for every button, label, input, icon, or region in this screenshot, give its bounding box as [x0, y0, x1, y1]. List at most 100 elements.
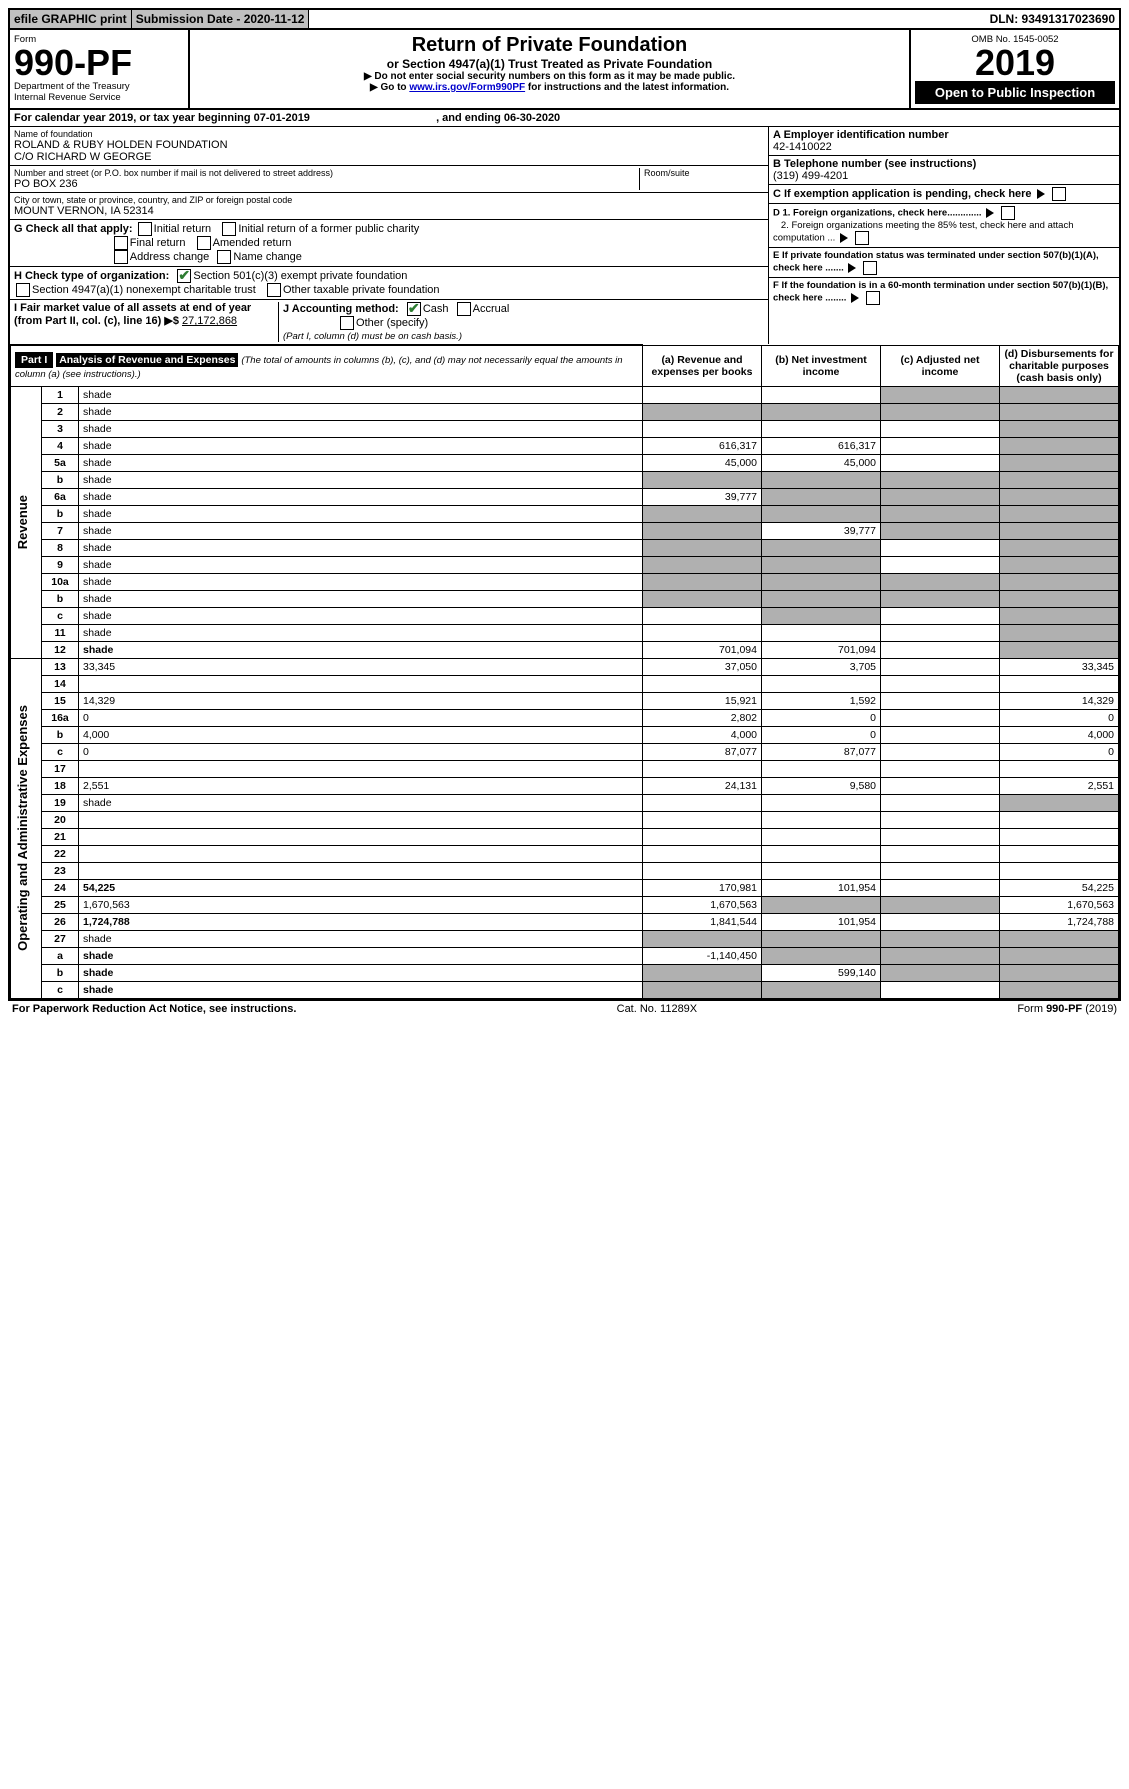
cell-shaded: [762, 947, 881, 964]
cell-value: [643, 862, 762, 879]
cell-shaded: [1000, 573, 1119, 590]
cell-value: [881, 879, 1000, 896]
table-row: 182,55124,1319,5802,551: [11, 777, 1119, 794]
line-desc: shade: [79, 539, 643, 556]
chk-other-taxable[interactable]: [267, 283, 281, 297]
line-desc: 33,345: [79, 658, 643, 675]
cell-value: [1000, 828, 1119, 845]
cell-shaded: [881, 590, 1000, 607]
chk-e[interactable]: [863, 261, 877, 275]
cell-shaded: [1000, 624, 1119, 641]
line-desc: shade: [79, 505, 643, 522]
header: Form 990-PF Department of the Treasury I…: [10, 30, 1119, 110]
table-row: 8shade: [11, 539, 1119, 556]
cell-shaded: [643, 964, 762, 981]
line-desc: shade: [79, 930, 643, 947]
cell-value: [643, 386, 762, 403]
chk-accrual[interactable]: [457, 302, 471, 316]
footer-center: Cat. No. 11289X: [617, 1003, 698, 1015]
chk-initial[interactable]: [138, 222, 152, 236]
cell-value: 39,777: [643, 488, 762, 505]
arrow-icon: [986, 208, 994, 218]
cell-shaded: [762, 471, 881, 488]
cell-shaded: [1000, 454, 1119, 471]
line-desc: shade: [79, 454, 643, 471]
chk-d1[interactable]: [1001, 206, 1015, 220]
cell-value: [643, 607, 762, 624]
chk-501c3[interactable]: [177, 269, 191, 283]
cell-shaded: [643, 930, 762, 947]
chk-name-change[interactable]: [217, 250, 231, 264]
form-link[interactable]: www.irs.gov/Form990PF: [409, 82, 525, 93]
line-desc: shade: [79, 947, 643, 964]
h-checks: H Check type of organization: Section 50…: [10, 267, 768, 300]
chk-4947[interactable]: [16, 283, 30, 297]
line-desc: shade: [79, 794, 643, 811]
line-desc: shade: [79, 522, 643, 539]
line-number: 22: [42, 845, 79, 862]
cell-shaded: [1000, 964, 1119, 981]
arrow-icon: [848, 263, 856, 273]
line-number: 4: [42, 437, 79, 454]
line-desc: [79, 845, 643, 862]
chk-amended[interactable]: [197, 236, 211, 250]
line-number: 25: [42, 896, 79, 913]
cell-value: [643, 624, 762, 641]
phone: (319) 499-4201: [773, 170, 1115, 182]
cell-value: [881, 675, 1000, 692]
table-row: bshade599,140: [11, 964, 1119, 981]
cell-value: [762, 811, 881, 828]
chk-f[interactable]: [866, 291, 880, 305]
line-desc: 2,551: [79, 777, 643, 794]
line-desc: shade: [79, 964, 643, 981]
chk-initial-former[interactable]: [222, 222, 236, 236]
chk-d2[interactable]: [855, 231, 869, 245]
cell-value: [881, 658, 1000, 675]
c-row: C If exemption application is pending, c…: [769, 185, 1119, 204]
chk-cash[interactable]: [407, 302, 421, 316]
line-number: 24: [42, 879, 79, 896]
a-label: A Employer identification number: [773, 129, 1115, 141]
cell-value: [762, 845, 881, 862]
cell-value: [881, 624, 1000, 641]
cell-value: [1000, 845, 1119, 862]
table-row: Operating and Administrative Expenses133…: [11, 658, 1119, 675]
cell-shaded: [643, 981, 762, 998]
line-desc: shade: [79, 471, 643, 488]
line-desc: [79, 760, 643, 777]
cell-value: 54,225: [1000, 879, 1119, 896]
cell-value: [881, 862, 1000, 879]
chk-addr-change[interactable]: [114, 250, 128, 264]
table-row: 20: [11, 811, 1119, 828]
table-row: 17: [11, 760, 1119, 777]
table-row: 1514,32915,9211,59214,329: [11, 692, 1119, 709]
cell-value: 45,000: [762, 454, 881, 471]
chk-final[interactable]: [114, 236, 128, 250]
chk-c[interactable]: [1052, 187, 1066, 201]
line-number: b: [42, 505, 79, 522]
cell-value: 4,000: [643, 726, 762, 743]
cell-shaded: [1000, 947, 1119, 964]
cell-value: 1,670,563: [1000, 896, 1119, 913]
line-number: 5a: [42, 454, 79, 471]
cell-value: 701,094: [762, 641, 881, 658]
chk-other-method[interactable]: [340, 316, 354, 330]
footer-right: Form 990-PF (2019): [1017, 1003, 1117, 1015]
cell-value: 1,670,563: [643, 896, 762, 913]
table-row: Revenue1shade: [11, 386, 1119, 403]
cell-value: 39,777: [762, 522, 881, 539]
cell-shaded: [762, 573, 881, 590]
line-number: 10a: [42, 573, 79, 590]
line-desc: shade: [79, 556, 643, 573]
line-number: 18: [42, 777, 79, 794]
cell-value: [881, 845, 1000, 862]
cell-value: [1000, 675, 1119, 692]
tax-year: 2019: [915, 45, 1115, 81]
cell-value: 37,050: [643, 658, 762, 675]
b-label: B Telephone number (see instructions): [773, 158, 1115, 170]
table-row: cshade: [11, 607, 1119, 624]
cell-shaded: [1000, 522, 1119, 539]
table-row: c087,07787,0770: [11, 743, 1119, 760]
cell-value: [643, 794, 762, 811]
cell-shaded: [1000, 539, 1119, 556]
